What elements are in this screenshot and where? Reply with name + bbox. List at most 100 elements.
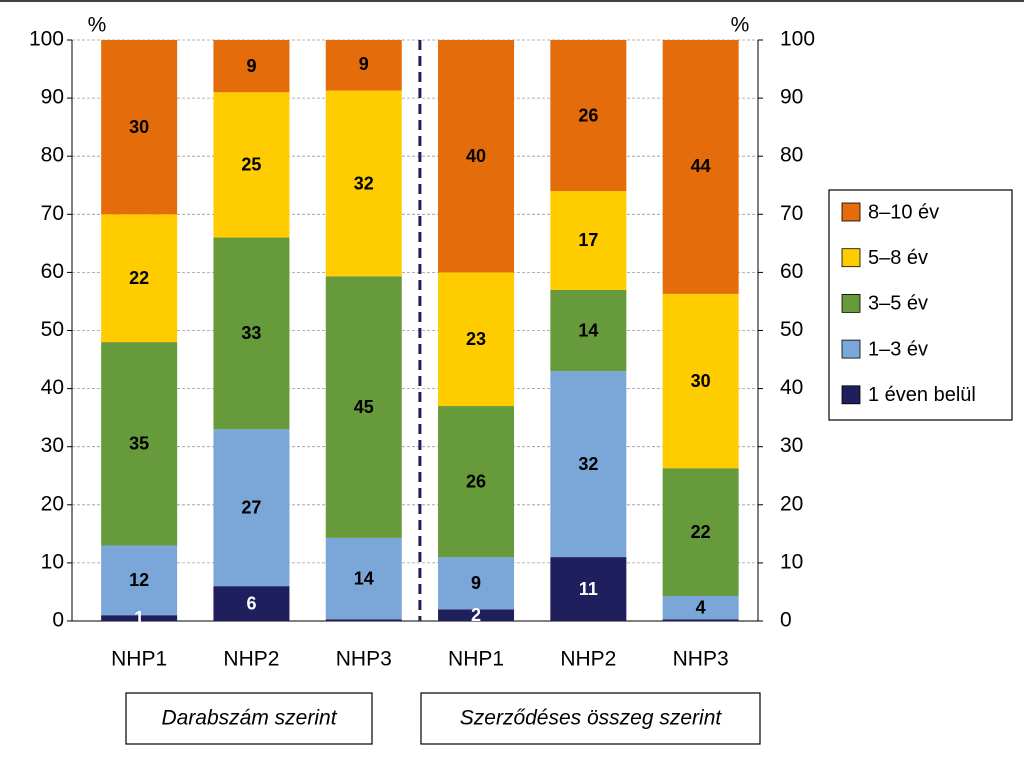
data-label: 40: [466, 146, 486, 166]
bar-segment: [101, 40, 178, 215]
legend-label: 8–10 év: [868, 201, 939, 223]
x-tick-label: NHP3: [336, 648, 392, 671]
data-label: 14: [578, 320, 598, 340]
data-label: 30: [691, 371, 711, 391]
group-box: [125, 692, 373, 745]
data-label: 23: [466, 329, 486, 349]
data-label: 6: [246, 593, 256, 613]
bar-segment: [325, 40, 402, 91]
data-label: 9: [246, 56, 256, 76]
data-label: 22: [691, 522, 711, 542]
bar-segment: [101, 214, 178, 343]
data-label: 14: [354, 568, 374, 588]
legend-swatch: [841, 385, 861, 405]
group-label: Szerződéses összeg szerint: [460, 707, 723, 730]
y-tick-label: 30: [41, 434, 64, 457]
y2-axis-label: %: [731, 14, 750, 37]
legend-swatch: [841, 202, 861, 222]
bar-segment: [438, 557, 515, 610]
legend-label: 5–8 év: [868, 247, 928, 269]
data-label: 22: [129, 268, 149, 288]
legend-swatch: [841, 339, 861, 359]
y2-tick-label: 10: [780, 550, 803, 573]
y-tick-label: 20: [41, 492, 64, 515]
y2-tick-label: 40: [780, 376, 803, 399]
legend-swatch: [841, 293, 861, 313]
bar-segment: [438, 40, 515, 273]
bar-segment: [213, 429, 290, 587]
bar-segment: [438, 272, 515, 407]
y2-tick-label: 0: [780, 609, 792, 632]
bar-segment: [213, 92, 290, 238]
y2-tick-label: 70: [780, 202, 803, 225]
data-label: 35: [129, 434, 149, 454]
data-label: 17: [578, 230, 598, 250]
x-tick-label: NHP2: [560, 648, 616, 671]
y2-tick-label: 100: [780, 28, 815, 51]
bar-segment: [662, 596, 739, 620]
data-label: 30: [129, 117, 149, 137]
bar-segment: [325, 537, 402, 620]
grid: [67, 39, 763, 622]
data-label: 45: [354, 397, 374, 417]
bar-segment: [438, 609, 515, 621]
y2-tick-label: 80: [780, 144, 803, 167]
bar-segment: [550, 289, 627, 372]
bar-segment: [662, 619, 739, 621]
data-label: 4: [696, 597, 706, 617]
bar-segment: [662, 40, 739, 294]
y-tick-label: 60: [41, 260, 64, 283]
y-tick-label: 100: [29, 28, 64, 51]
bar-segment: [325, 619, 402, 621]
data-label: 11: [579, 579, 598, 599]
y2-tick-label: 30: [780, 434, 803, 457]
x-tick-label: NHP1: [448, 648, 504, 671]
data-label: 32: [354, 173, 374, 193]
data-label: 12: [129, 570, 149, 590]
x-tick-label: NHP1: [111, 648, 167, 671]
y2-tick-label: 60: [780, 260, 803, 283]
y-tick-label: 50: [41, 318, 64, 341]
bar-segment: [101, 615, 178, 621]
y-tick-label: 70: [41, 202, 64, 225]
bar-segment: [438, 406, 515, 558]
group-label: Darabszám szerint: [161, 707, 337, 730]
data-label: 44: [691, 156, 711, 176]
data-label: 33: [241, 323, 261, 343]
legend-label: 3–5 év: [868, 293, 928, 315]
bar-segment: [550, 40, 627, 192]
data-label: 2: [471, 605, 481, 625]
x-tick-label: NHP3: [673, 648, 729, 671]
y-tick-label: 10: [41, 550, 64, 573]
bar-segment: [550, 371, 627, 558]
bar-segment: [101, 545, 178, 616]
bar-segment: [550, 191, 627, 290]
legend-label: 1 éven belül: [868, 384, 976, 406]
y2-tick-label: 20: [780, 492, 803, 515]
bar-segment: [325, 90, 402, 277]
bar-segment: [213, 586, 290, 621]
x-tick-label: NHP2: [223, 648, 279, 671]
bar-segment: [213, 237, 290, 430]
data-label: 26: [466, 471, 486, 491]
bar-segment: [662, 293, 739, 469]
bar-segment: [550, 557, 627, 621]
bars: [101, 40, 739, 621]
y2-tick-label: 90: [780, 86, 803, 109]
y-tick-label: 0: [52, 609, 64, 632]
data-label: 25: [241, 155, 261, 175]
bar-segment: [101, 342, 178, 546]
group-box: [420, 692, 761, 745]
data-label: 32: [578, 454, 598, 474]
legend-label: 1–3 év: [868, 338, 928, 360]
bar-segment: [325, 276, 402, 538]
data-label: 9: [471, 573, 481, 593]
labels: 1123522306273325914453292926234011321417…: [129, 54, 711, 628]
y-tick-label: 40: [41, 376, 64, 399]
data-label: 9: [359, 54, 369, 74]
bar-segment: [213, 40, 290, 93]
y-tick-label: 80: [41, 144, 64, 167]
legend-swatch: [841, 248, 861, 268]
data-label: 26: [578, 105, 598, 125]
